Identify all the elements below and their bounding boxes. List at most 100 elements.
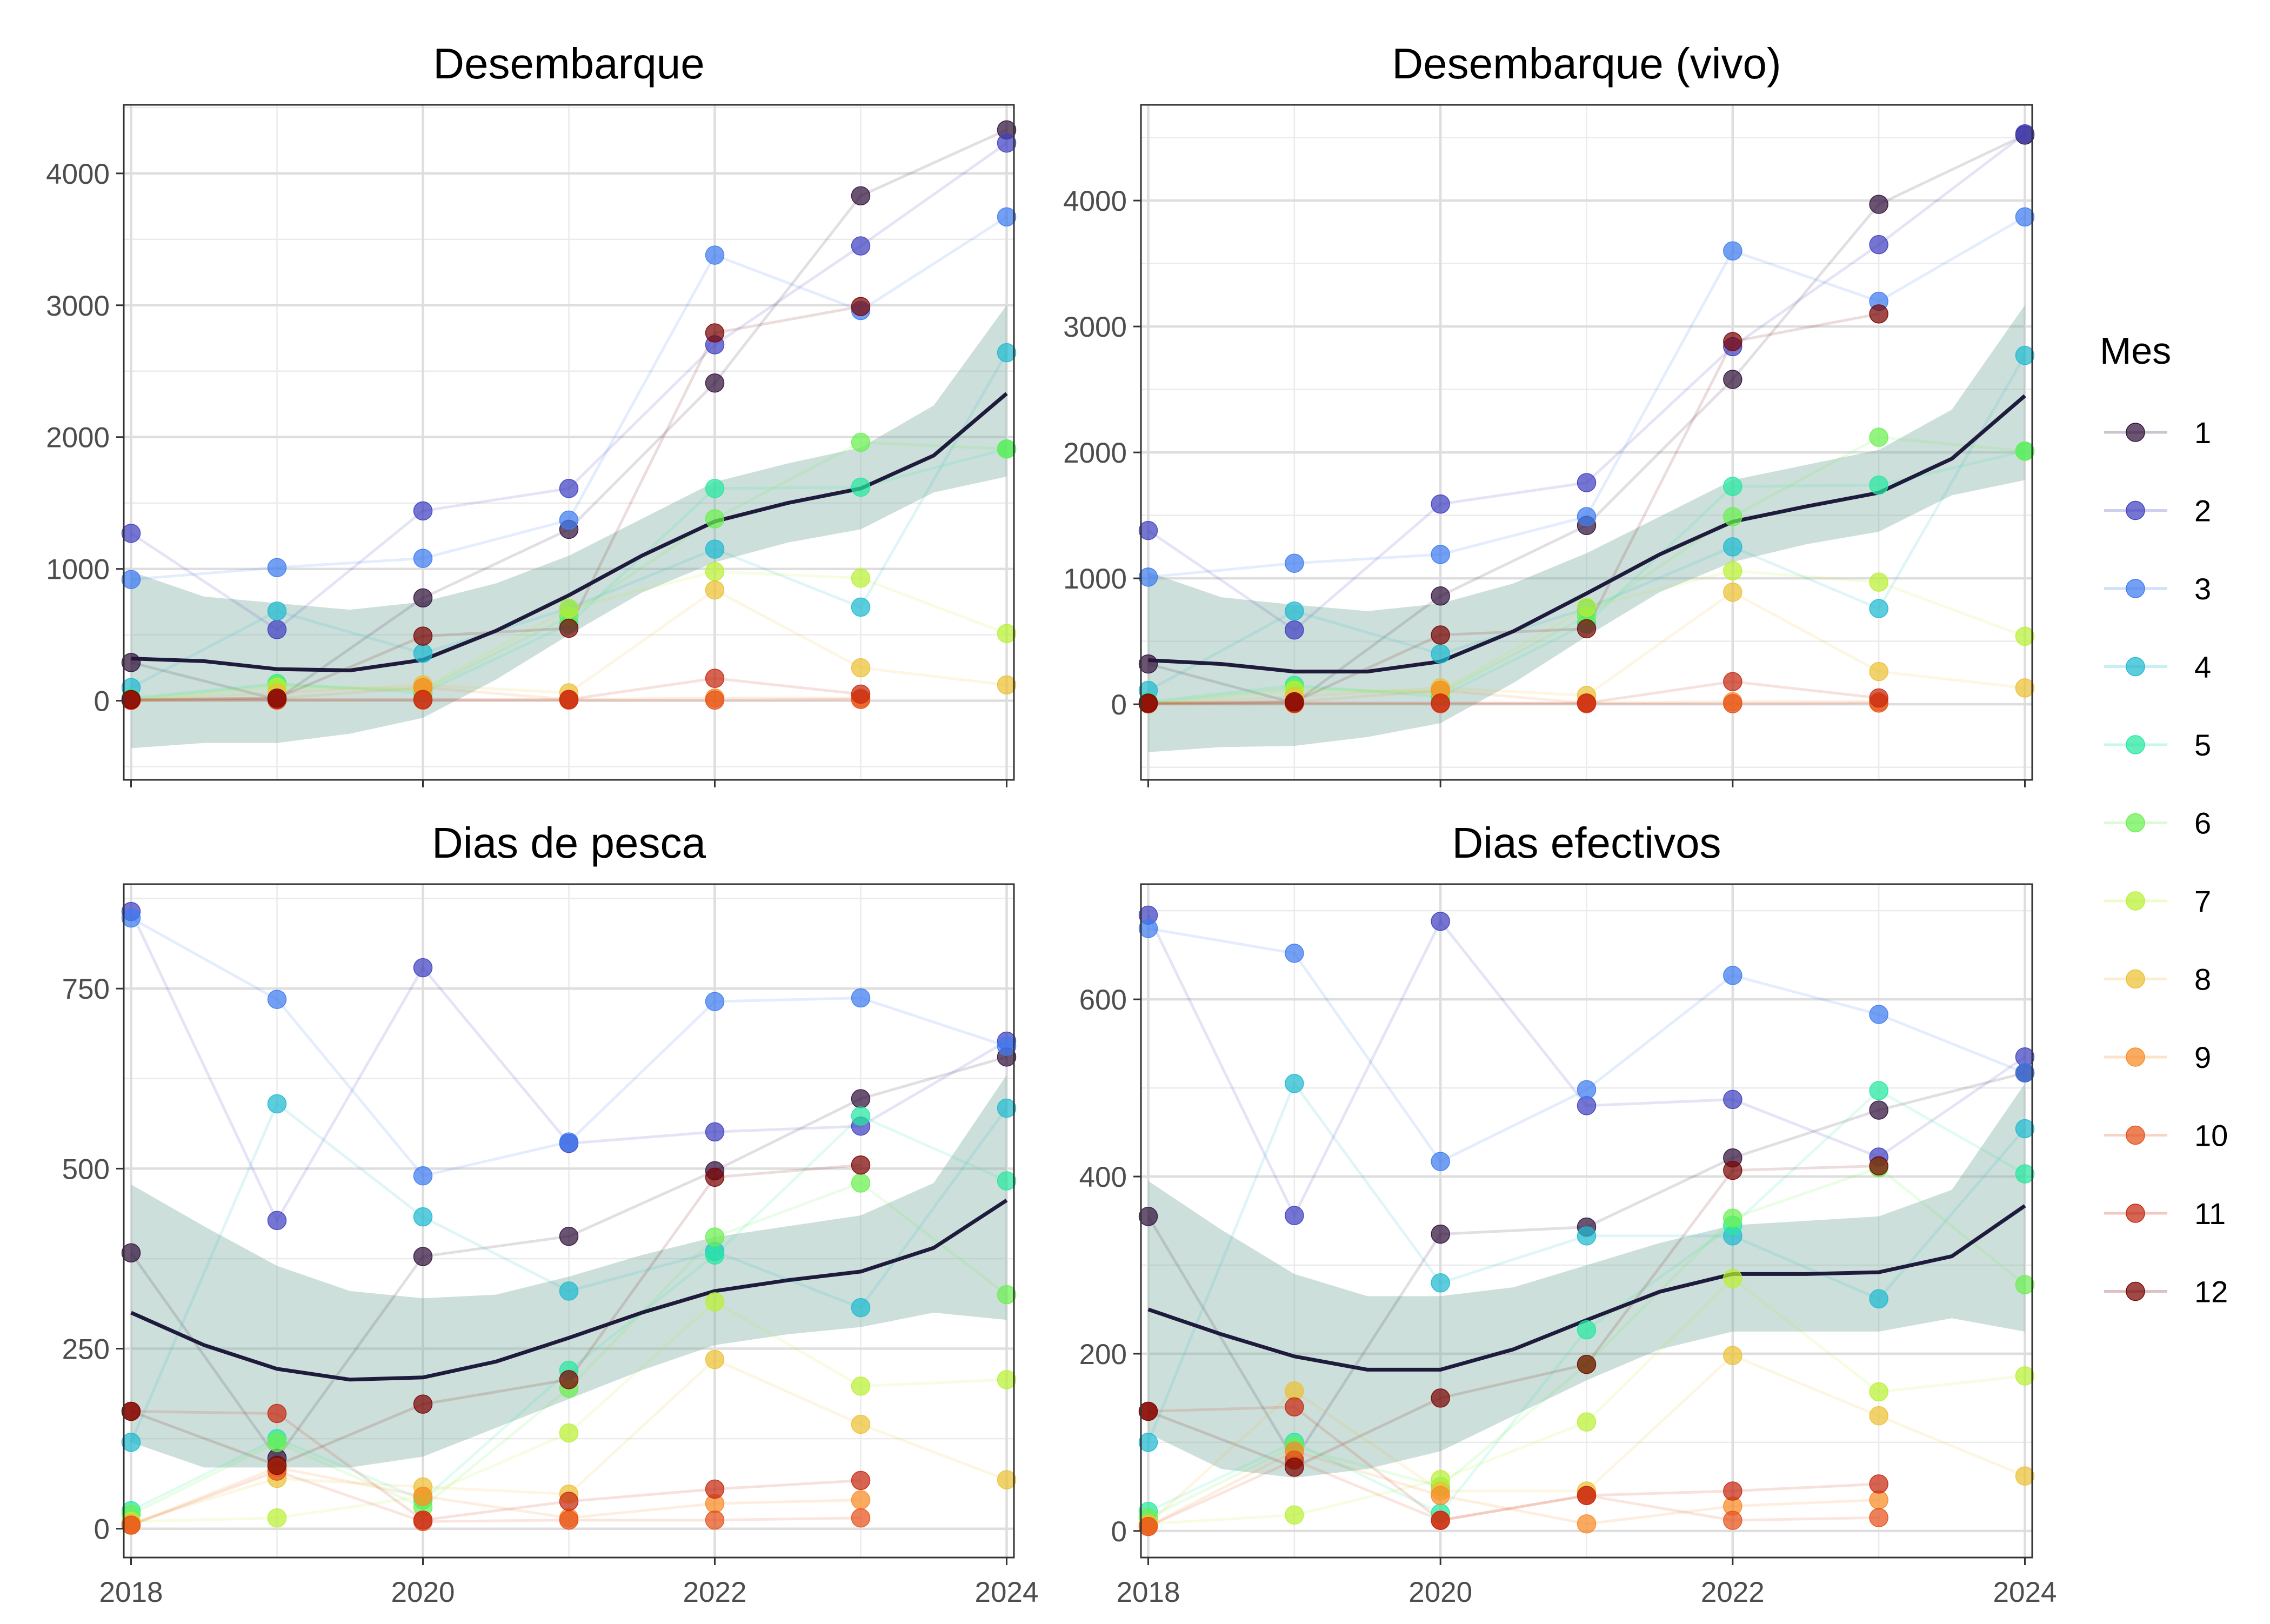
data-point-10 [1138,1516,1158,1536]
data-point-10 [1869,1508,1888,1527]
data-point-1 [559,1226,579,1246]
data-point-1 [851,186,871,206]
confidence-band [1148,1083,2025,1478]
data-point-2 [1285,620,1304,640]
y-tick-label: 0 [1111,689,1127,721]
panel-1: 0 1000 2000 3000 4000 Desembarque [46,39,1017,787]
data-point-7 [1869,572,1888,592]
panel-title: Dias de pesca [432,819,706,867]
data-point-2 [1869,235,1888,255]
data-point-11 [1869,1474,1888,1494]
data-point-7 [1577,1412,1597,1432]
data-point-3 [1431,545,1450,564]
data-point-2 [413,501,433,521]
panel-border [123,104,1015,781]
data-point-12 [1577,619,1597,639]
series-line-9 [1148,689,1879,705]
data-point-11 [1577,693,1597,713]
data-point-2 [121,524,141,543]
data-point-12 [851,297,871,316]
data-point-9 [851,1490,871,1510]
data-point-10 [705,690,725,710]
data-point-12 [267,1455,287,1475]
data-point-1 [413,588,433,608]
data-point-5 [851,1106,871,1126]
legend-label: 11 [2194,1197,2226,1231]
data-point-2 [1577,473,1597,492]
data-point-10 [851,1508,871,1528]
y-tick-label: 200 [1079,1339,1127,1371]
data-point-11 [267,1404,287,1423]
data-point-7 [851,569,871,588]
data-point-3 [1869,1005,1888,1024]
data-point-6 [997,1285,1017,1305]
data-point-10 [705,1510,725,1530]
x-tick-label: 2024 [1993,1576,2057,1608]
data-point-2 [705,1122,725,1142]
data-point-5 [1869,475,1888,495]
data-point-3 [2015,207,2035,227]
data-point-11 [1431,1511,1450,1530]
data-point-1 [1723,370,1742,389]
data-point-12 [1577,1354,1597,1374]
data-point-11 [851,684,871,704]
data-point-5 [705,479,725,498]
data-point-12 [121,1401,141,1421]
data-point-4 [413,1207,433,1227]
data-point-12 [121,690,141,709]
data-point-6 [2015,1275,2035,1294]
data-point-7 [1723,1268,1742,1288]
data-point-6 [2015,442,2035,461]
data-point-7 [1869,1382,1888,1402]
panel-title: Desembarque (vivo) [1392,39,1781,88]
data-point-2 [413,958,433,978]
data-point-4 [1285,602,1304,621]
legend-item-6: 6 [2104,806,2211,840]
data-point-3 [705,992,725,1011]
data-point-6 [705,1227,725,1247]
legend-label: 7 [2194,884,2211,918]
data-point-8 [997,1470,1017,1489]
data-point-5 [997,1171,1017,1191]
series-line-10 [1148,701,1879,705]
data-point-3 [413,1166,433,1186]
data-point-10 [559,1510,579,1530]
data-point-3 [1577,507,1597,526]
legend-key-point [2126,813,2145,833]
data-point-4 [705,539,725,559]
data-point-3 [121,908,141,928]
series-line-10 [130,1469,861,1527]
data-point-3 [1723,241,1742,261]
legend-key-point [2126,1204,2145,1223]
data-point-2 [267,1211,287,1231]
legend-key-point [2126,1047,2145,1067]
panel-border [1140,883,2033,1559]
smooth-line [1147,1204,2026,1372]
data-point-12 [1869,1156,1888,1176]
data-point-6 [1869,427,1888,447]
series-line-9 [130,1466,861,1527]
data-point-12 [851,1155,871,1175]
legend-key-point [2126,1281,2145,1301]
series-line-11 [1148,680,1879,705]
data-point-6 [851,1173,871,1193]
data-point-7 [705,562,725,582]
data-point-8 [1869,1406,1888,1426]
smooth-line [130,1199,1008,1382]
legend-item-12: 12 [2104,1275,2228,1309]
legend-item-5: 5 [2104,728,2211,762]
data-point-5 [1869,1081,1888,1100]
data-point-12 [1869,304,1888,324]
confidence-band [1148,305,2025,752]
data-point-6 [1723,507,1742,526]
data-point-7 [267,1508,287,1528]
legend-key-point [2126,1125,2145,1145]
confidence-band [131,305,1007,748]
panel-title: Dias efectivos [1452,819,1721,867]
data-point-11 [1869,688,1888,708]
panel-border [1140,104,2033,781]
data-point-7 [997,1370,1017,1389]
data-point-11 [413,690,433,709]
data-point-1 [1138,654,1158,674]
